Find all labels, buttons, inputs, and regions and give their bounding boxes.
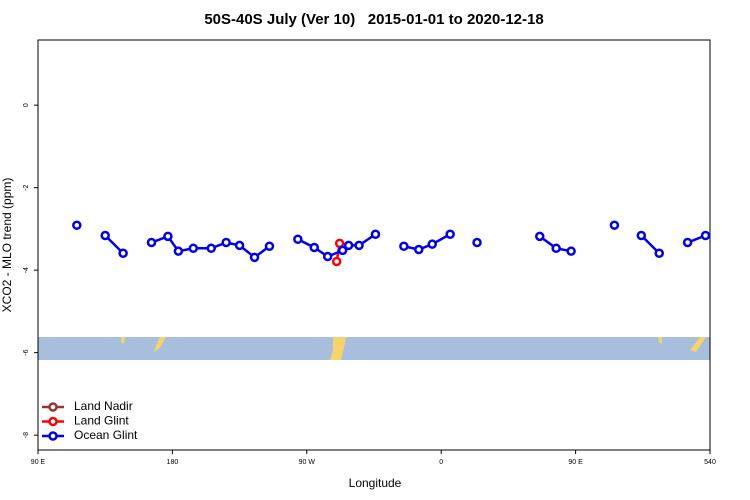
x-tick-label: 90 W — [299, 459, 316, 466]
data-point — [163, 231, 173, 242]
data-point — [354, 240, 364, 251]
data-point — [309, 242, 320, 253]
x-tick-label: 90 E — [31, 459, 46, 466]
chart-title: 50S-40S July (Ver 10) 2015-01-01 to 2020… — [204, 11, 543, 28]
y-tick-label: 0 — [23, 103, 30, 107]
data-point — [234, 240, 245, 251]
data-point — [118, 248, 128, 258]
legend-marker — [48, 402, 58, 412]
data-point — [72, 220, 82, 230]
data-point — [100, 230, 110, 241]
data-point — [173, 246, 184, 256]
x-tick-label: 90 E — [568, 459, 583, 466]
data-point — [636, 230, 647, 241]
x-tick-label: 540 — [704, 459, 716, 466]
data-point — [343, 240, 354, 251]
legend-label: Ocean Glint — [74, 428, 138, 442]
data-point — [399, 241, 409, 251]
y-axis-label: XCO2 - MLO trend (ppm) — [0, 178, 14, 313]
data-point — [427, 239, 437, 249]
data-point — [331, 256, 342, 267]
plot-frame — [37, 39, 711, 451]
data-point — [654, 248, 664, 258]
data-point — [414, 244, 424, 255]
data-point — [566, 246, 576, 256]
legend-marker — [48, 416, 58, 427]
data-point — [249, 252, 260, 263]
data-point — [293, 234, 303, 244]
data-point — [609, 220, 620, 230]
data-point — [188, 243, 199, 254]
data-point — [551, 243, 561, 254]
data-point — [322, 251, 333, 262]
data-point — [264, 241, 275, 251]
data-point — [221, 237, 231, 248]
legend-label: Land Glint — [74, 414, 129, 428]
x-axis-label: Longitude — [349, 476, 402, 490]
x-tick-label: 0 — [439, 459, 443, 466]
data-point — [206, 243, 216, 254]
data-point — [682, 237, 693, 248]
data-point — [445, 229, 455, 240]
y-tick-label: -6 — [23, 349, 30, 355]
y-tick-label: -8 — [23, 432, 30, 438]
data-point — [337, 245, 348, 256]
data-point — [535, 231, 545, 242]
y-tick-label: -2 — [23, 184, 30, 190]
legend-label: Land Nadir — [74, 399, 133, 413]
data-point — [472, 237, 482, 248]
data-point — [146, 237, 157, 248]
y-tick-label: -4 — [23, 267, 30, 273]
map-strip — [38, 337, 710, 360]
x-tick-label: 180 — [167, 459, 179, 466]
legend-marker — [48, 431, 58, 441]
data-point — [370, 229, 381, 240]
data-point — [700, 230, 711, 241]
